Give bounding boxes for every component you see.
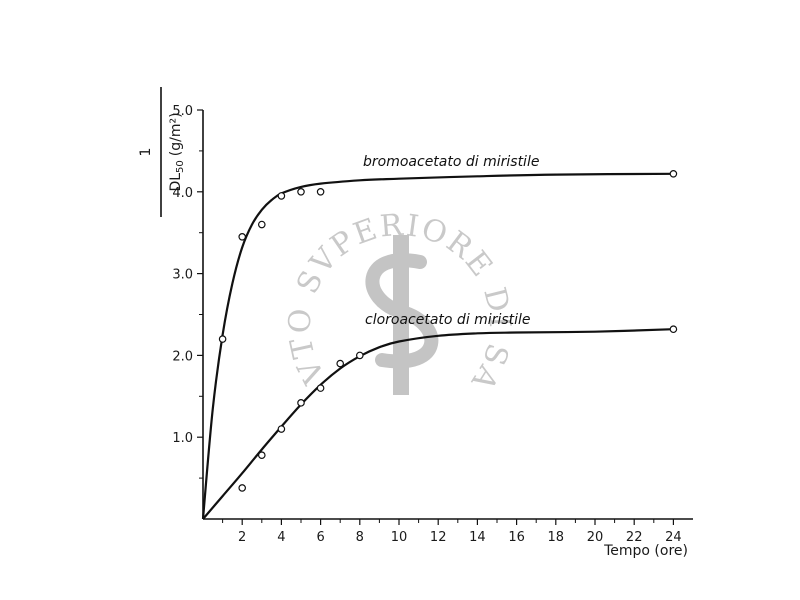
data-point <box>257 220 266 229</box>
data-point <box>297 399 305 407</box>
x-tick-label: 14 <box>469 530 486 545</box>
data-point <box>669 170 678 178</box>
x-tick-label: 10 <box>391 530 408 545</box>
y-axis-title-subscript: 50 <box>175 160 186 173</box>
series-label-cloroacetato: cloroacetato di miristile <box>365 312 531 328</box>
data-point <box>238 484 247 492</box>
data-point <box>257 451 266 459</box>
x-tick-label: 12 <box>430 530 447 545</box>
x-tick-label: 6 <box>316 530 324 545</box>
y-tick-label: 3.0 <box>172 268 193 283</box>
y-axis-title-unit: (g/m²) <box>168 112 184 156</box>
series-line-1 <box>202 328 674 520</box>
series-layer <box>201 170 678 520</box>
series-label-bromoacetato: bromoacetato di miristile <box>363 154 539 170</box>
y-tick-label: 1.0 <box>172 431 193 446</box>
x-tick-label: 16 <box>508 530 525 545</box>
y-axis-title-dl: DL <box>168 173 184 192</box>
x-axis-title: Tempo (ore) <box>603 543 688 559</box>
data-point <box>277 192 286 200</box>
data-point <box>277 425 286 433</box>
data-point <box>355 351 364 360</box>
ticks: 2 4 6 8 10 12 14 16 18 20 22 241.02.03.04.05.0 <box>172 104 681 545</box>
y-axis-title: 1 DL50 (g/m²) <box>138 87 186 217</box>
series-line-0 <box>201 172 674 520</box>
data-point <box>316 384 325 392</box>
data-point <box>669 325 678 334</box>
x-tick-label: 22 <box>626 530 643 545</box>
y-tick-label: 2.0 <box>172 349 193 364</box>
data-point <box>218 335 227 343</box>
data-point <box>316 188 325 196</box>
data-point <box>297 188 305 196</box>
x-tick-label: 8 <box>356 530 364 545</box>
y-tick-label: 5.0 <box>172 104 193 119</box>
x-tick-label: 20 <box>587 530 604 545</box>
watermark-serpent-icon <box>365 253 439 369</box>
x-tick-label: 4 <box>277 530 285 545</box>
x-tick-label: 18 <box>548 530 565 545</box>
y-axis-title-numerator: 1 <box>138 148 154 157</box>
x-tick-label: 24 <box>665 530 682 545</box>
y-axis-title-denominator: DL50 (g/m²) <box>168 112 186 191</box>
data-point <box>238 232 247 241</box>
y-tick-label: 4.0 <box>172 186 193 201</box>
x-tick-label: 2 <box>238 530 246 545</box>
data-point <box>336 359 345 368</box>
